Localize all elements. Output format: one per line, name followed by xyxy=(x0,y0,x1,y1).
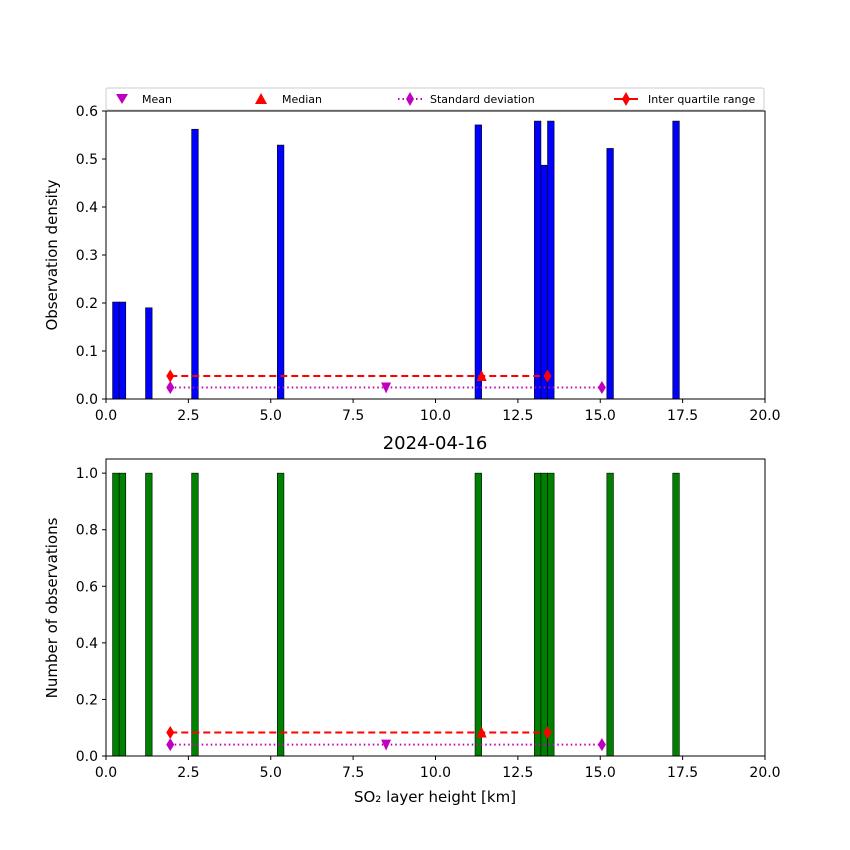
bottom-bar xyxy=(191,472,199,757)
top-y-axis-label: Observation density xyxy=(43,179,61,330)
top-bar xyxy=(277,144,285,400)
bottom-y-tick-label: 0.4 xyxy=(76,636,98,652)
legend-mean-label: Mean xyxy=(142,93,172,106)
legend-std-icon xyxy=(406,92,414,106)
bottom-bar xyxy=(112,472,120,757)
bottom-x-axis-label: SO₂ layer height [km] xyxy=(354,788,516,806)
legend-std-label: Standard deviation xyxy=(430,93,535,106)
top-y-tick-label: 0.4 xyxy=(76,200,98,216)
legend-iqr-icon xyxy=(622,92,630,106)
top-x-tick-label: 15.0 xyxy=(585,408,616,424)
top-subplot: Observation density 0.0 2.5 5.0 7.5 10.0 12.5… xyxy=(43,104,781,424)
bottom-mean-marker xyxy=(381,739,392,751)
bottom-bar xyxy=(145,472,153,757)
bottom-y-axis-label: Number of observations xyxy=(43,517,61,698)
bottom-y-tick-label: 0.8 xyxy=(76,523,98,539)
top-bar xyxy=(540,164,548,400)
top-bar xyxy=(547,120,555,400)
bottom-x-tick-label: 15.0 xyxy=(585,765,616,781)
bottom-std-marker xyxy=(166,738,175,752)
bottom-bar xyxy=(606,472,614,757)
top-y-tick-label: 0.2 xyxy=(76,296,98,312)
top-iqr-marker xyxy=(166,369,175,383)
top-x-tick-label: 12.5 xyxy=(502,408,533,424)
top-y-tick-label: 0.3 xyxy=(76,248,98,264)
legend-median-label: Median xyxy=(282,93,322,106)
bottom-subplot: 2024-04-16 Number of observations SO₂ la… xyxy=(43,433,781,806)
top-bar xyxy=(191,128,199,400)
bottom-bar xyxy=(118,472,127,757)
bottom-y-tick-label: 0.2 xyxy=(76,692,98,708)
bottom-std-marker xyxy=(597,738,606,752)
bottom-bar xyxy=(540,472,548,757)
top-std-marker xyxy=(166,380,175,394)
legend-mean-icon xyxy=(116,94,128,104)
bottom-x-tick-label: 10.0 xyxy=(420,765,451,781)
bottom-bar xyxy=(277,472,285,757)
top-y-tick-label: 0.6 xyxy=(76,104,98,120)
bottom-x-tick-label: 2.5 xyxy=(177,765,199,781)
bottom-x-tick-label: 0.0 xyxy=(95,765,117,781)
bottom-y-tick-label: 1.0 xyxy=(76,466,98,482)
top-y-tick-label: 0.0 xyxy=(76,392,98,408)
top-y-tick-label: 0.5 xyxy=(76,152,98,168)
top-std-marker xyxy=(597,380,606,394)
top-bar xyxy=(474,124,482,400)
bottom-y-tick-label: 0.0 xyxy=(76,749,98,765)
bottom-bar xyxy=(672,472,680,757)
top-x-tick-label: 0.0 xyxy=(95,408,117,424)
bottom-bar xyxy=(474,472,482,757)
top-bar xyxy=(112,301,120,400)
top-x-tick-label: 2.5 xyxy=(177,408,199,424)
top-x-tick-label: 20.0 xyxy=(749,408,780,424)
bottom-x-tick-label: 5.0 xyxy=(260,765,282,781)
bottom-bar xyxy=(547,472,555,757)
top-bar xyxy=(672,120,680,400)
bottom-iqr-marker xyxy=(543,726,552,740)
top-bar xyxy=(145,307,153,400)
bottom-bar xyxy=(534,472,542,757)
legend-median-icon xyxy=(255,93,267,104)
top-bar xyxy=(118,301,127,400)
legend-frame xyxy=(105,87,765,111)
bottom-y-tick-label: 0.6 xyxy=(76,579,98,595)
top-iqr-marker xyxy=(543,369,552,383)
top-x-tick-label: 5.0 xyxy=(260,408,282,424)
top-bar xyxy=(606,148,614,400)
bottom-x-tick-label: 20.0 xyxy=(749,765,780,781)
top-x-tick-label: 7.5 xyxy=(342,408,364,424)
bottom-iqr-marker xyxy=(166,726,175,740)
bottom-x-tick-label: 12.5 xyxy=(502,765,533,781)
top-y-tick-label: 0.1 xyxy=(76,344,98,360)
bottom-x-tick-label: 17.5 xyxy=(667,765,698,781)
bottom-x-tick-label: 7.5 xyxy=(342,765,364,781)
bottom-median-marker xyxy=(476,726,487,738)
top-x-tick-label: 10.0 xyxy=(420,408,451,424)
top-x-tick-label: 17.5 xyxy=(667,408,698,424)
top-median-marker xyxy=(476,369,487,381)
top-bar xyxy=(534,120,542,400)
bottom-chart-title: 2024-04-16 xyxy=(383,433,488,454)
top-axes-frame xyxy=(105,110,766,400)
legend: Mean Median Standard deviation Inter qua… xyxy=(105,87,765,111)
top-mean-marker xyxy=(381,382,392,394)
legend-iqr-label: Inter quartile range xyxy=(648,93,755,106)
bottom-axes-frame xyxy=(105,458,766,757)
